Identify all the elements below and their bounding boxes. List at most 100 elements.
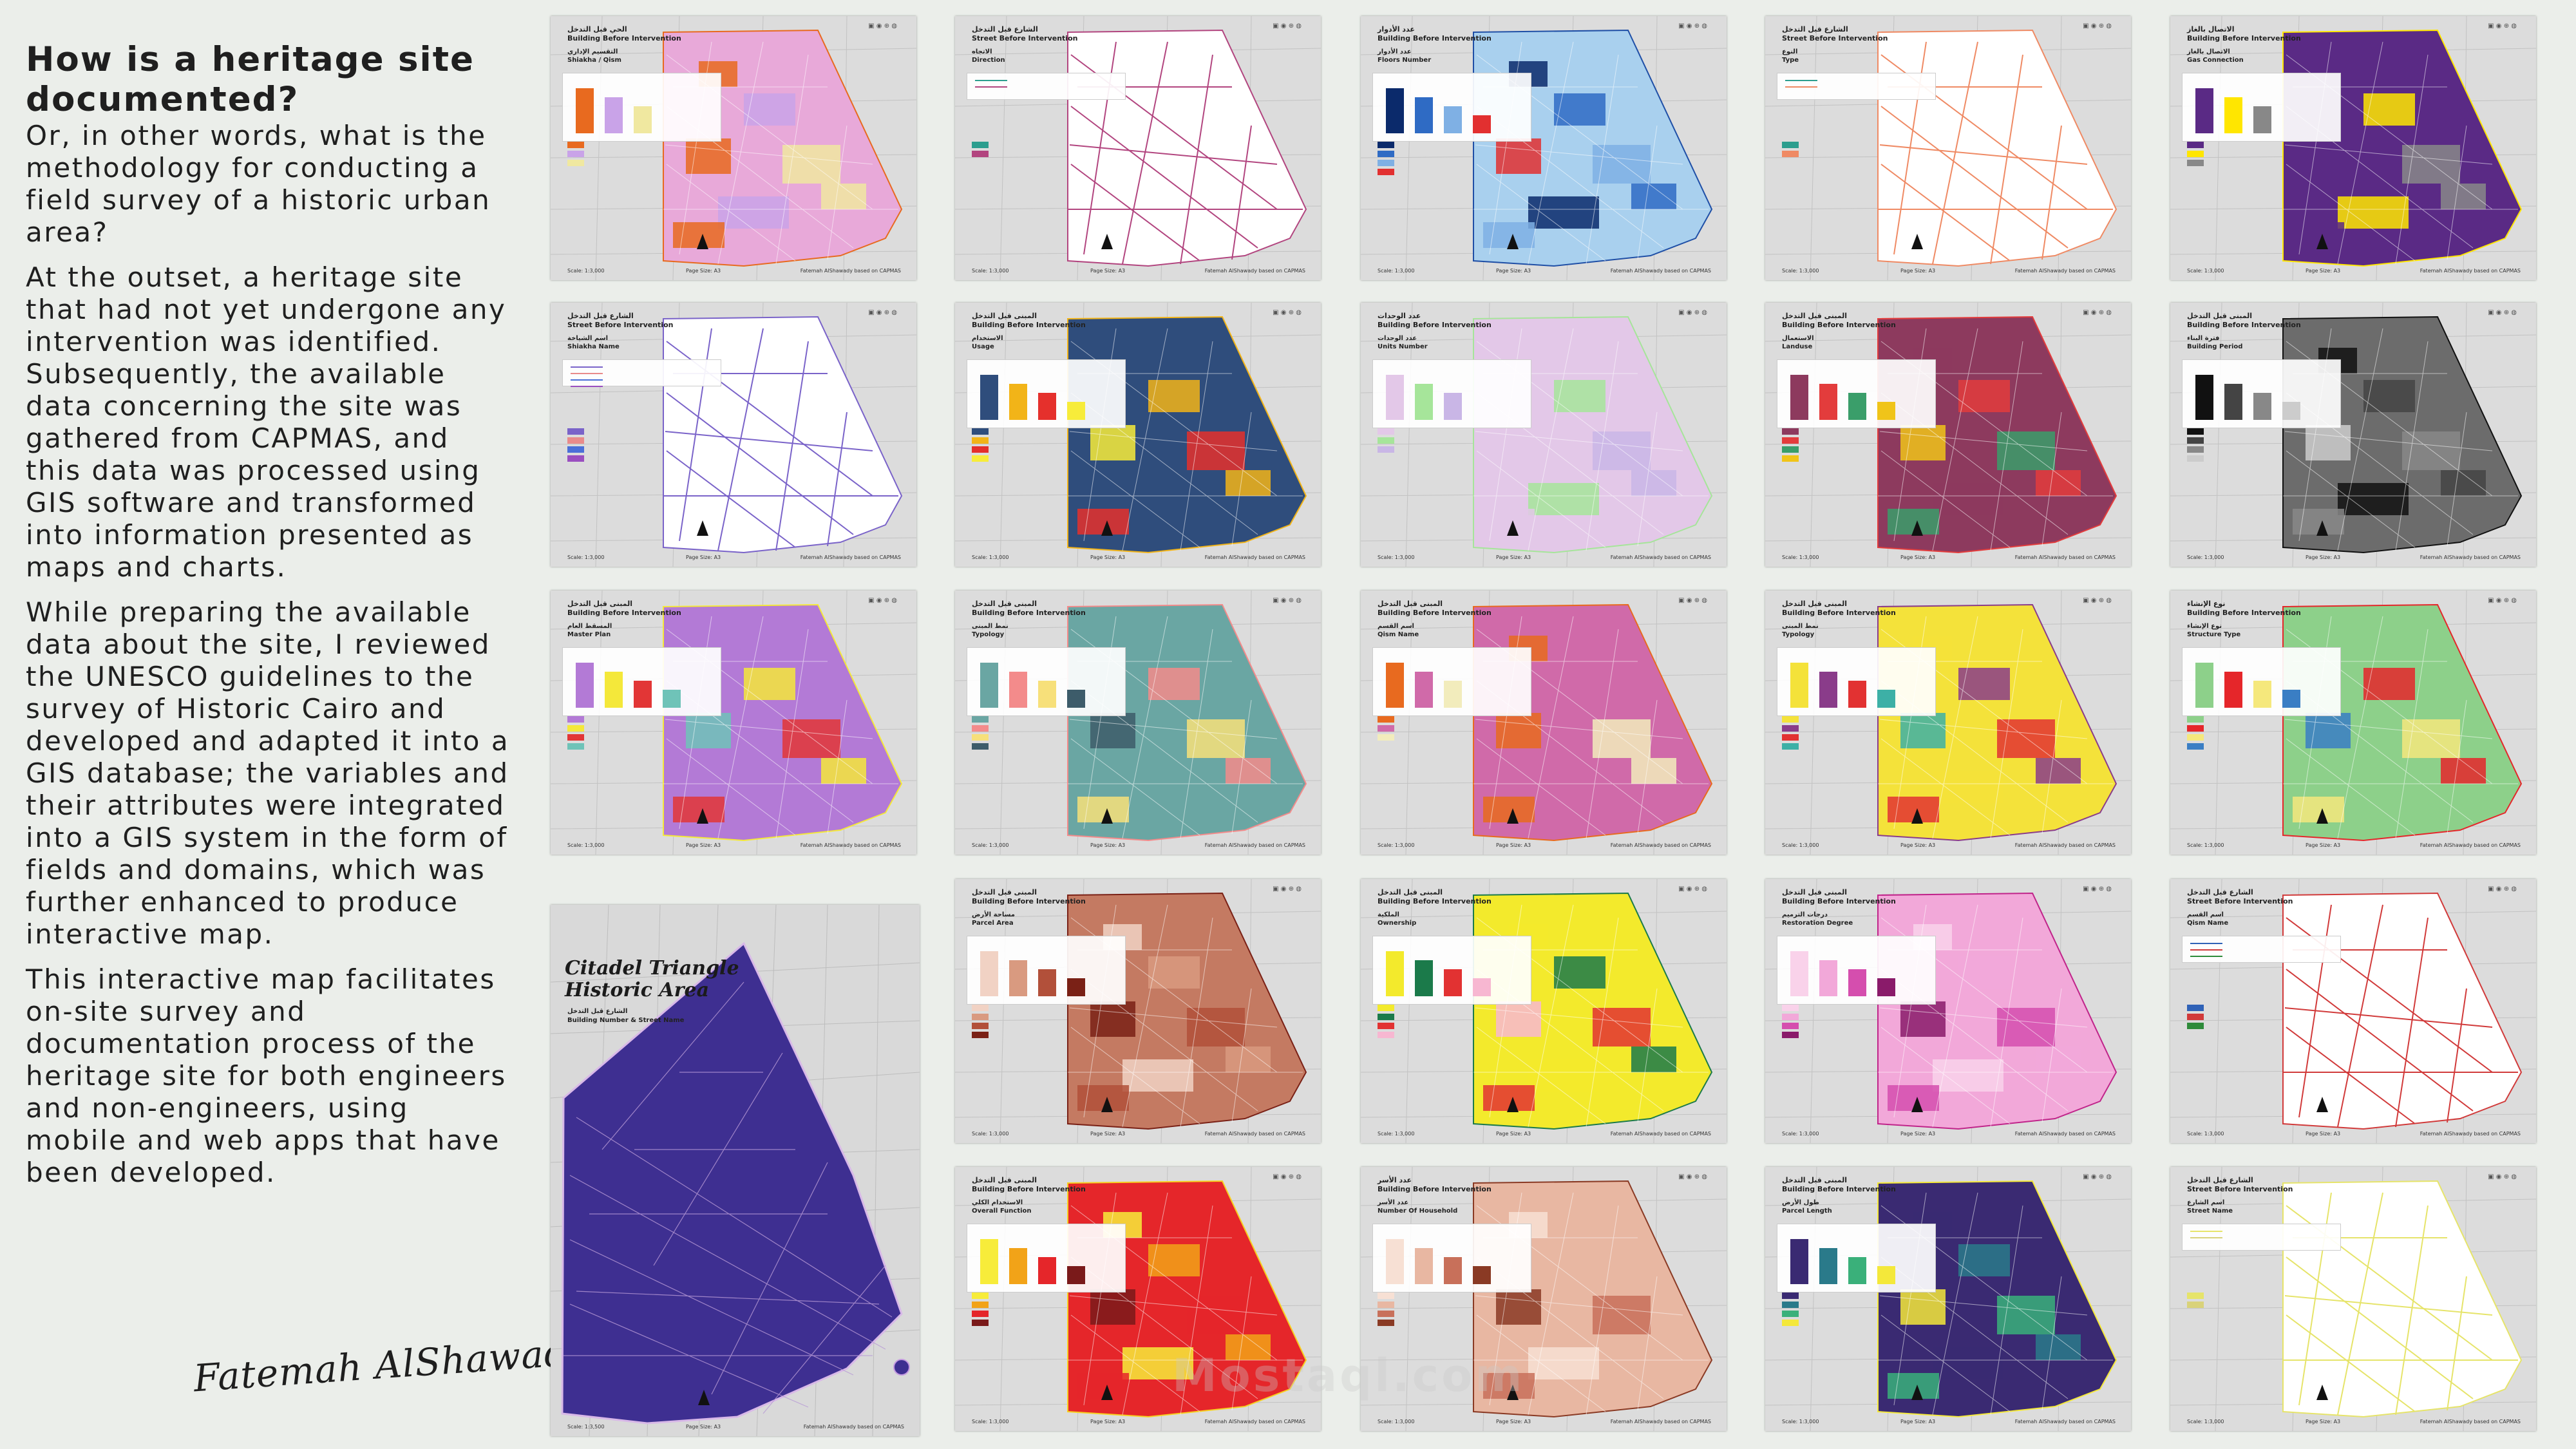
sheet-header-english: Building Before Intervention	[567, 609, 681, 617]
map-sheet[interactable]: الشارع قبل التدخل Street Before Intervent…	[551, 303, 916, 567]
map-sheet[interactable]: عدد الأسر Building Before Intervention عدد…	[1361, 1167, 1727, 1431]
legend-swatch	[1378, 1005, 1394, 1011]
map-graphic	[955, 16, 1321, 280]
map-graphic	[2170, 591, 2536, 855]
sheet-subtitle-arabic: اسم الشياخة	[567, 335, 609, 342]
scale-label: Scale: 1:3,000	[1782, 1419, 1819, 1425]
map-sheet[interactable]: الشارع قبل التدخل Street Before Intervent…	[1765, 16, 2131, 280]
north-arrow-icon	[697, 808, 709, 824]
legend-swatch	[1378, 1293, 1394, 1299]
legend-swatch	[1782, 437, 1799, 444]
sheet-header-english: Street Before Intervention	[972, 34, 1078, 43]
chart-bar	[1009, 1248, 1027, 1284]
credit-label: Fatemah AlShawady based on CAPMAS	[1610, 268, 1711, 274]
page-size-label: Page Size: A3	[1496, 1131, 1531, 1137]
north-arrow-icon	[2316, 1385, 2329, 1400]
north-arrow-icon	[697, 520, 709, 536]
chart-bar	[1415, 672, 1433, 708]
map-sheet[interactable]: المبنى قبل التدخل Building Before Interve…	[2170, 303, 2536, 567]
legend-swatch	[2187, 734, 2204, 741]
map-sheet[interactable]: المبنى قبل التدخل Building Before Interve…	[1765, 1167, 2131, 1431]
chart-panel	[1372, 1224, 1531, 1293]
map-sheet[interactable]: نوع الإنشاء Building Before Intervention ن…	[2170, 591, 2536, 855]
chart-panel	[2182, 359, 2341, 428]
page-size-label: Page Size: A3	[1090, 1131, 1126, 1137]
map-sheet[interactable]: المبنى قبل التدخل Building Before Interve…	[1361, 591, 1727, 855]
legend-swatch	[567, 437, 584, 444]
logos-strip: ▣ ◉ ⊕ ◍	[2083, 597, 2112, 604]
legend-swatch	[1782, 1014, 1799, 1020]
north-arrow-icon	[1507, 808, 1519, 824]
sheet-subtitle-english: Number Of Household	[1378, 1208, 1458, 1215]
chart-bar	[605, 672, 623, 708]
legend-swatch	[1378, 1320, 1394, 1326]
credit-label: Fatemah AlShawady based on CAPMAS	[800, 554, 901, 560]
page-size-label: Page Size: A3	[1496, 554, 1531, 560]
legend-swatch	[1378, 446, 1394, 453]
map-graphic	[551, 303, 916, 567]
map-sheet[interactable]: المبنى قبل التدخل Building Before Interve…	[1765, 303, 2131, 567]
legend	[972, 1005, 1068, 1075]
map-sheet[interactable]: المبنى قبل التدخل Building Before Interve…	[955, 591, 1321, 855]
sheet-subtitle-arabic: الاتصال بالغاز	[2187, 48, 2230, 55]
chart-bar	[980, 663, 998, 708]
map-sheet[interactable]: المبنى قبل التدخل Building Before Interve…	[551, 591, 916, 855]
map-sheet[interactable]: المبنى قبل التدخل Building Before Interve…	[955, 303, 1321, 567]
legend-swatch	[1378, 142, 1394, 148]
chart-panel	[2182, 1224, 2341, 1251]
sheet-header-arabic: المبنى قبل التدخل	[972, 888, 1037, 896]
legend-swatch	[1378, 151, 1394, 157]
chart-bar	[2195, 663, 2213, 708]
legend-line	[571, 373, 603, 374]
map-sheet[interactable]: الشارع قبل التدخل Street Before Intervent…	[2170, 879, 2536, 1143]
map-sheet[interactable]: المبنى قبل التدخل Building Before Interve…	[1361, 879, 1727, 1143]
map-sheet[interactable]: الاتصال بالغاز Building Before Interventi…	[2170, 16, 2536, 280]
sheet-header-arabic: المبنى قبل التدخل	[1782, 888, 1848, 896]
scale-label: Scale: 1:3,000	[1378, 1131, 1415, 1137]
north-arrow-icon	[1507, 1385, 1519, 1400]
legend-swatch	[567, 743, 584, 750]
chart-panel	[1777, 647, 1936, 716]
sheet-subtitle-english: Typology	[1782, 631, 1815, 638]
scale-label: Scale: 1:3,000	[2187, 842, 2224, 848]
map-sheet[interactable]: عدد الأدوار Building Before Intervention ع…	[1361, 16, 1727, 280]
scale-label: Scale: 1:3,000	[2187, 268, 2224, 274]
chart-panel	[2182, 647, 2341, 716]
legend-swatch	[567, 428, 584, 435]
chart-panel	[1777, 359, 1936, 428]
sheet-header-english: Building Before Intervention	[972, 609, 1086, 617]
sheet-header-arabic: المبنى قبل التدخل	[1782, 1176, 1848, 1184]
sheet-header-arabic: عدد الأسر	[1378, 1176, 1412, 1184]
logos-strip: ▣ ◉ ⊕ ◍	[2488, 1173, 2517, 1180]
map-sheet[interactable]: المبنى قبل التدخل Building Before Interve…	[955, 879, 1321, 1143]
legend	[972, 142, 1068, 213]
chart-panel	[562, 73, 721, 142]
sheet-header-english: Building Before Intervention	[1782, 897, 1896, 905]
sheet-header-english: Building Before Intervention	[2187, 321, 2301, 329]
map-graphic	[1361, 1167, 1727, 1431]
scale-label: Scale: 1:3,000	[972, 268, 1009, 274]
chart-bar	[1473, 978, 1491, 996]
intro-paragraph-2: At the outset, a heritage site that had …	[26, 261, 507, 583]
map-graphic	[2170, 303, 2536, 567]
logos-strip: ▣ ◉ ⊕ ◍	[1678, 597, 1707, 604]
map-sheet[interactable]: الشارع قبل التدخل Street Before Intervent…	[955, 16, 1321, 280]
chart-bar	[1444, 106, 1462, 133]
map-sheet[interactable]: المبنى قبل التدخل Building Before Interve…	[955, 1167, 1321, 1431]
logos-strip: ▣ ◉ ⊕ ◍	[2488, 597, 2517, 604]
map-sheet[interactable]: عدد الوحدات Building Before Intervention ع…	[1361, 303, 1727, 567]
legend-swatch	[1378, 725, 1394, 732]
chart-bar	[1444, 1257, 1462, 1284]
map-sheet[interactable]: المبنى قبل التدخل Building Before Interve…	[1765, 879, 2131, 1143]
cover-map-sheet[interactable]: Citadel Triangle Historic Area الشارع قب…	[551, 905, 920, 1436]
page-size-label: Page Size: A3	[1090, 1419, 1126, 1425]
map-graphic	[2170, 879, 2536, 1143]
map-sheet[interactable]: المبنى قبل التدخل Building Before Interve…	[1765, 591, 2131, 855]
sheet-header-english: Building Before Intervention	[972, 1185, 1086, 1193]
map-sheet[interactable]: الشارع قبل التدخل Street Before Intervent…	[2170, 1167, 2536, 1431]
sheet-subtitle-arabic: المسقط العام	[567, 623, 612, 630]
legend	[2187, 1005, 2284, 1075]
map-sheet[interactable]: الحي قبل التدخل Building Before Intervent…	[551, 16, 916, 280]
chart-bar	[1877, 978, 1895, 996]
cover-map-graphic	[551, 905, 920, 1436]
